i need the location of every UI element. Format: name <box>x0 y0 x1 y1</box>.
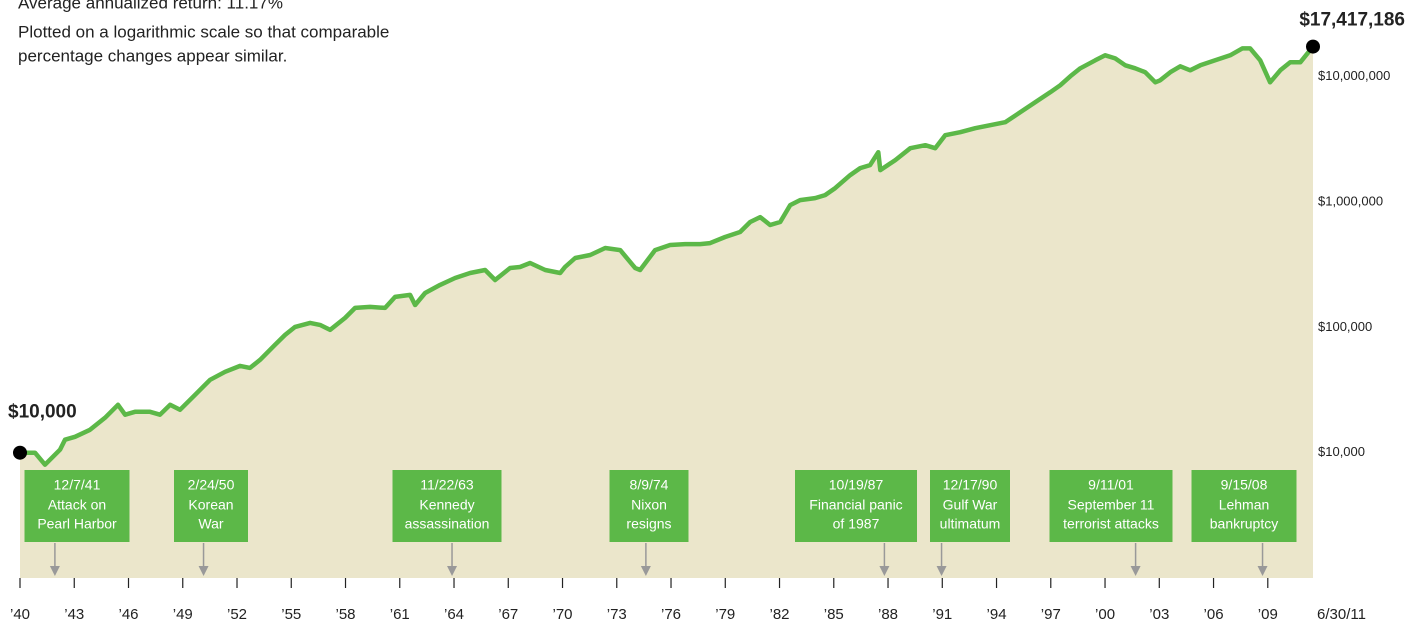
x-tick-label: ’40 <box>10 606 30 623</box>
event-date: 10/19/87 <box>829 477 884 493</box>
event-box <box>392 470 502 542</box>
y-tick-label: $100,000 <box>1318 319 1372 334</box>
x-tick-label: ’94 <box>987 606 1007 623</box>
x-tick-label: ’52 <box>227 606 247 623</box>
x-tick-label: ’91 <box>932 606 952 623</box>
end-label: $17,417,186 <box>1299 10 1405 31</box>
x-tick-label: ’76 <box>661 606 681 623</box>
start-point <box>13 445 27 460</box>
x-tick-label: ’97 <box>1041 606 1061 623</box>
event-text: September 11 <box>1068 497 1155 513</box>
x-tick-label: ’49 <box>173 606 193 623</box>
y-tick-label: $10,000 <box>1318 444 1365 459</box>
line <box>17 44 1316 467</box>
event-date: 9/11/01 <box>1088 477 1134 493</box>
event-date: 9/15/08 <box>1221 477 1268 493</box>
x-tick-label: ’85 <box>824 606 844 623</box>
event-box <box>795 470 917 542</box>
event-arrow-head <box>879 566 890 576</box>
x-tick-label: ’61 <box>390 606 410 623</box>
event-box <box>1049 470 1173 542</box>
event-text: Pearl Harbor <box>37 516 117 532</box>
start-label: $10,000 <box>8 402 77 423</box>
y-tick-label: $10,000,000 <box>1318 68 1390 83</box>
event-text: Kennedy <box>419 497 474 513</box>
x-tick-label: ’73 <box>607 606 627 623</box>
event-date: 12/7/41 <box>54 477 101 493</box>
x-tick-label: ’43 <box>64 606 84 623</box>
x-tick-label: 6/30/11 <box>1317 606 1366 623</box>
event-text: resigns <box>626 516 671 532</box>
event-date: 11/22/63 <box>420 477 474 493</box>
event-text: Gulf War <box>943 497 998 513</box>
x-tick-label: ’88 <box>878 606 898 623</box>
event-text: of 1987 <box>833 516 880 532</box>
event-text: Financial panic <box>809 497 902 513</box>
event-box <box>1191 470 1297 542</box>
event-arrow-head <box>1130 566 1141 576</box>
x-tick-label: ’79 <box>715 606 735 623</box>
event-text: Attack on <box>48 497 106 513</box>
event-text: War <box>198 516 223 532</box>
event-arrow-head <box>49 566 60 576</box>
x-tick-label: ’70 <box>553 606 573 623</box>
event-date: 12/17/90 <box>943 477 998 493</box>
event-text: assassination <box>405 516 490 532</box>
x-tick-label: ’46 <box>118 606 138 623</box>
x-tick-label: ’00 <box>1095 606 1115 623</box>
event-arrow-head <box>1257 566 1268 576</box>
event-text: bankruptcy <box>1210 516 1278 532</box>
x-tick-label: ’03 <box>1149 606 1169 623</box>
event-arrow-head <box>447 566 458 576</box>
x-tick-label: ’82 <box>770 606 790 623</box>
event-text: Korean <box>188 497 233 513</box>
event-box <box>24 470 130 542</box>
event-arrow-head <box>198 566 209 576</box>
x-tick-label: ’09 <box>1258 606 1278 623</box>
x-tick-label: ’06 <box>1204 606 1224 623</box>
event-text: Lehman <box>1219 497 1270 513</box>
area <box>20 46 1313 579</box>
chart-subtitle: percentage changes appear similar. <box>18 46 287 65</box>
chart-subtitle: Plotted on a logarithmic scale so that c… <box>18 22 389 41</box>
event-text: ultimatum <box>940 516 1001 532</box>
event-box <box>609 470 689 542</box>
event-arrow-head <box>640 566 651 576</box>
event-box <box>930 470 1010 542</box>
event-arrow-head <box>936 566 947 576</box>
event-text: terrorist attacks <box>1063 516 1159 532</box>
event-date: 8/9/74 <box>630 477 669 493</box>
y-tick-label: $1,000,000 <box>1318 194 1383 209</box>
chart-title: Average annualized return: 11.17% <box>18 0 283 12</box>
x-tick-label: ’67 <box>498 606 518 623</box>
x-tick-label: ’55 <box>281 606 301 623</box>
event-text: Nixon <box>631 497 667 513</box>
event-box <box>174 470 248 542</box>
x-tick-label: ’64 <box>444 606 464 623</box>
event-date: 2/24/50 <box>188 477 235 493</box>
x-tick-label: ’58 <box>335 606 355 623</box>
end-point <box>1306 39 1320 54</box>
